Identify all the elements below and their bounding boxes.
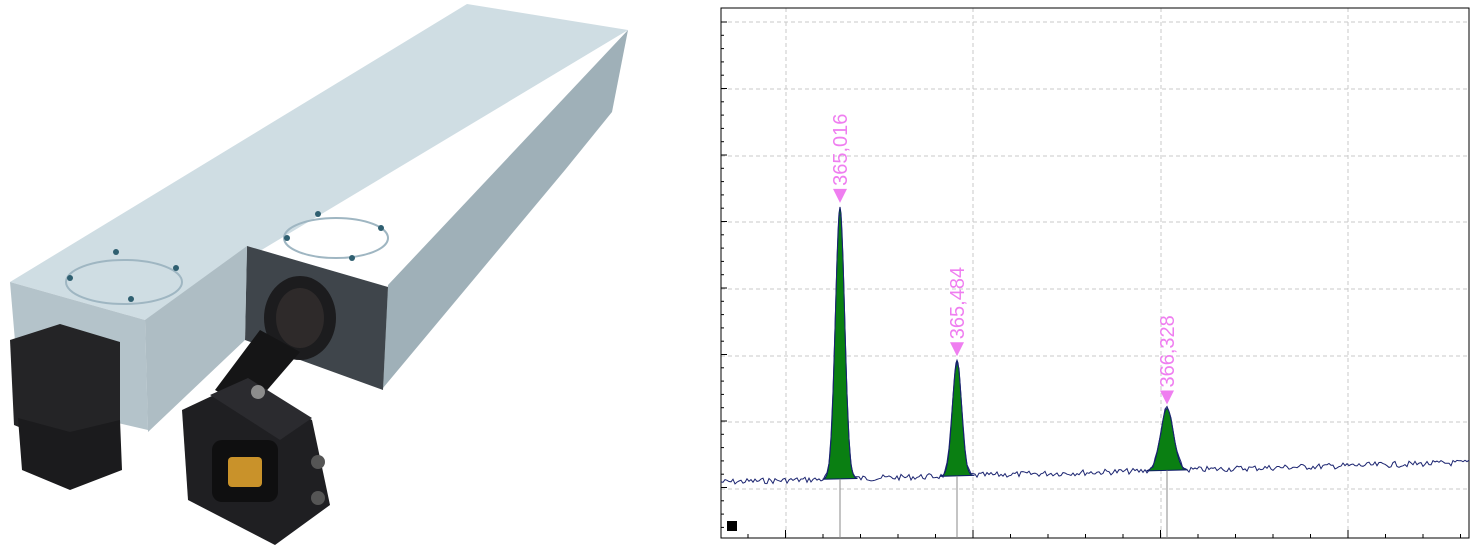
- housing-top-face: [10, 4, 628, 320]
- peak-label: 365,484: [947, 267, 969, 339]
- spectrometer-photo: [10, 4, 628, 545]
- housing-lower-side: [145, 246, 247, 432]
- top-plate-left: [65, 259, 183, 305]
- peak-label: 365,016: [830, 114, 852, 186]
- spectrum-chart: 365,016 365,484 366,328: [720, 7, 1470, 539]
- plot-frame: [720, 7, 1470, 539]
- peak-markers: 365,016 365,484 366,328: [830, 114, 1179, 538]
- peak-fill: [822, 206, 858, 480]
- spectrum-line: [720, 213, 1470, 485]
- camera-sensor-window: [228, 457, 262, 487]
- triangle-down-icon: [950, 342, 964, 357]
- housing-side-face: [383, 30, 628, 388]
- motor-block-base: [18, 418, 122, 490]
- optical-port-inner: [276, 288, 324, 348]
- motor-block: [10, 324, 120, 448]
- triangle-down-icon: [1160, 390, 1174, 405]
- peak-label: 366,328: [1157, 315, 1179, 387]
- camera-connector: [251, 385, 265, 399]
- triangle-down-icon: [833, 188, 847, 203]
- camera-top: [210, 378, 312, 440]
- peak-fills: [822, 206, 1188, 480]
- peak-fill: [939, 358, 975, 477]
- black-square-icon: [727, 521, 737, 531]
